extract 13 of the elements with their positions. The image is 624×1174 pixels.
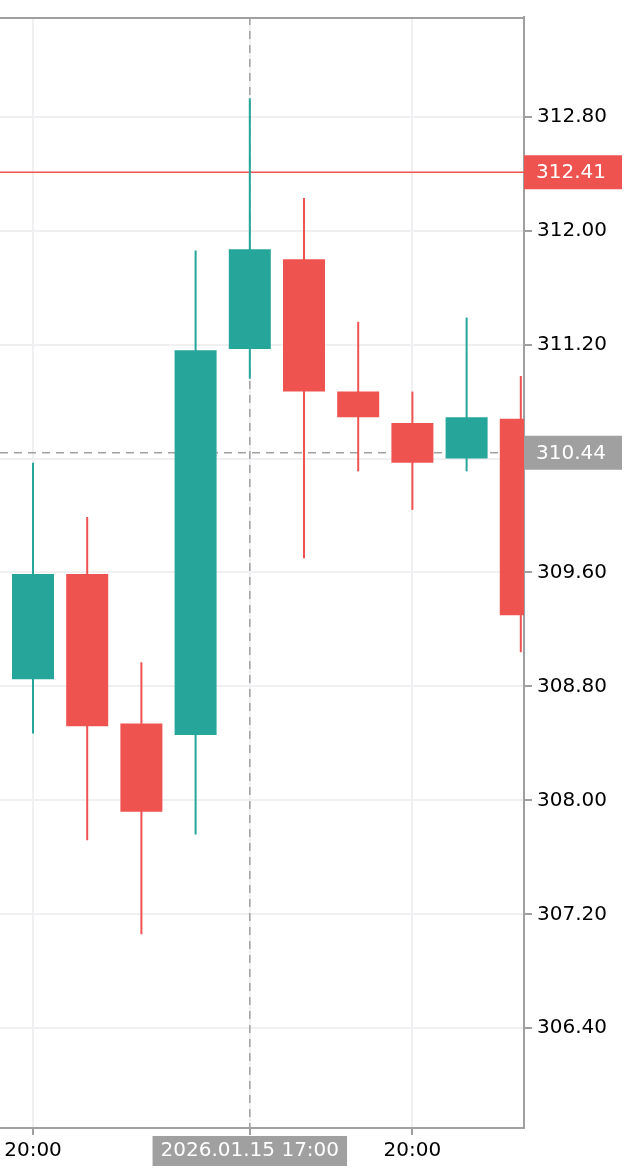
ref-line-label: 312.41 — [536, 159, 606, 184]
y-tick-label: 311.20 — [537, 330, 607, 355]
y-tick-label: 308.00 — [537, 786, 607, 811]
y-tick-label: 306.40 — [537, 1014, 607, 1039]
ref-line-label: 310.44 — [536, 440, 606, 465]
y-tick-label: 312.80 — [537, 102, 607, 127]
y-tick-label: 309.60 — [537, 558, 607, 583]
x-tick-label: 2026.01.15 17:00 — [160, 1137, 340, 1162]
x-tick-label: 20:00 — [383, 1137, 442, 1162]
y-tick-label: 307.20 — [537, 900, 607, 925]
y-tick-label: 308.80 — [537, 672, 607, 697]
x-tick-label: 20:00 — [4, 1137, 62, 1162]
y-tick-label: 312.00 — [537, 216, 607, 241]
